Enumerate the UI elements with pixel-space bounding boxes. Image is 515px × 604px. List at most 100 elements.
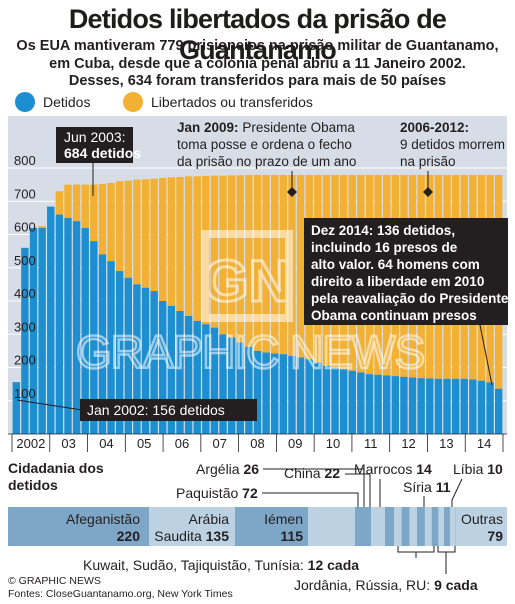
bar-detained: [236, 342, 244, 434]
bar-detained: [400, 376, 408, 434]
y-tick-label: 500: [14, 253, 36, 268]
annotation-dez-2014-box: [304, 218, 508, 325]
segment-saudi-name-line1: Arábia: [189, 511, 230, 527]
subtitle-line-1: Os EUA mantiveram 779 prisioneios na pri…: [16, 38, 499, 54]
bar-detained: [357, 372, 365, 434]
bar-released: [262, 174, 270, 353]
bar-detained: [81, 227, 89, 434]
annotation-jan-2002-leader: [16, 399, 83, 411]
segment-china: [371, 507, 385, 546]
bar-detained: [262, 352, 270, 434]
bar-detained: [331, 367, 339, 434]
bar-detained: [202, 324, 210, 434]
legend-released-label: Libertados ou transferidos: [151, 94, 313, 110]
bar-detained: [486, 382, 494, 434]
bar-detained: [64, 217, 72, 434]
subtitle-line-2: em Cuba, desde que a colónia penal abriu…: [49, 55, 466, 72]
bar-detained: [227, 337, 236, 434]
segment-others-name: Outras: [461, 511, 503, 527]
bar-detained: [279, 354, 288, 434]
bar-detained: [245, 346, 253, 434]
legend-detained-swatch: [15, 92, 35, 112]
annotation-dez-2014-leader: [479, 324, 493, 386]
annotation-jan-2009-marker: [287, 187, 297, 197]
bar-detained: [391, 376, 400, 434]
segment-small-country: [394, 507, 402, 546]
bar-released: [253, 174, 262, 351]
bar-released: [38, 226, 46, 228]
segment-small-country: [449, 507, 456, 546]
x-tick-label: 11: [364, 436, 378, 451]
bar-detained: [305, 359, 313, 434]
bar-detained: [90, 241, 98, 434]
bar-released: [81, 184, 89, 228]
annotation-jun-2003: Jun 2003: 684 detidos: [56, 127, 141, 196]
bar-released: [279, 174, 288, 355]
bar-released: [245, 174, 253, 347]
bar-released: [227, 175, 236, 338]
segment-yemen-name: Iémen: [264, 511, 303, 527]
bar-detained: [12, 382, 21, 434]
annotation-jan-2009-text1: Presidente Obama: [242, 120, 355, 135]
watermark-logo-letters: GN: [204, 249, 291, 314]
bar-released: [150, 178, 158, 292]
annotation-dez-2014-line4: direito a liberdade em 2010: [311, 274, 484, 289]
bar-detained: [443, 378, 451, 434]
annotation-2006-2012-line1: 9 detidos morrem: [400, 137, 505, 152]
bar-released: [98, 183, 107, 255]
bar-released: [193, 176, 201, 321]
bar-detained: [374, 374, 382, 434]
bar-detained: [38, 227, 46, 434]
x-tick-label: 03: [61, 436, 75, 451]
citizenship-title-line2: detidos: [8, 477, 58, 493]
bar-detained: [184, 315, 193, 434]
bar-detained: [365, 374, 374, 434]
annotation-dez-2014: Dez 2014: 136 detidos, incluindo 16 pres…: [304, 218, 509, 386]
note-brackets: [397, 546, 456, 574]
segment-others: [456, 507, 507, 546]
bar-detained: [107, 261, 115, 434]
subtitle: Os EUA mantiveram 779 prisioneios na pri…: [0, 38, 515, 91]
segment-algeria: [355, 507, 371, 546]
y-axis-labels: 100 200 300 400 500 600 700 800: [14, 153, 36, 401]
annotation-jan-2002-box: [80, 399, 257, 421]
bar-released: [219, 175, 227, 335]
x-tick-label: 10: [326, 436, 340, 451]
bar-detained: [133, 284, 141, 434]
annotation-dez-2014-line5: pela reavaliação do Presidente: [311, 291, 509, 306]
bar-detained: [176, 310, 184, 434]
bar-detained: [434, 378, 443, 434]
bar-detained: [460, 378, 468, 434]
callout-syria: Síria 11: [403, 479, 451, 495]
citizenship-section: Cidadania dos detidos Argélia 26 Paquist…: [8, 460, 507, 593]
annotation-jan-2009-line0: Jan 2009: Presidente Obama: [177, 120, 355, 135]
callout-pakistan: Paquistão 72: [176, 485, 258, 501]
y-tick-label: 300: [14, 319, 36, 334]
segment-small-country: [438, 507, 445, 546]
bar-detained: [159, 301, 167, 434]
segment-small-country: [401, 507, 410, 546]
annotation-dez-2014-line1: Dez 2014: 136 detidos,: [311, 223, 455, 238]
segment-morocco: [385, 507, 394, 546]
bar-released: [159, 177, 167, 301]
callout-china: China 22: [284, 465, 340, 481]
bar-detained: [271, 353, 279, 434]
bar-released: [296, 174, 305, 358]
y-tick-label: 200: [14, 353, 36, 368]
bar-detained: [417, 378, 425, 434]
x-axis: 2002 03 04 05 06 07 08 09 10 11 12 13 14: [8, 433, 507, 452]
bar-detained: [339, 369, 348, 434]
callout-leaders: [262, 468, 463, 507]
segment-small-country: [409, 507, 418, 546]
bar-released: [55, 191, 64, 215]
small-segments: [394, 507, 456, 546]
annotation-jan-2002-text: Jan 2002: 156 detidos: [87, 402, 225, 418]
y-tick-label: 800: [14, 153, 36, 168]
bar-detained: [124, 277, 132, 434]
annotation-2006-2012-date: 2006-2012:: [400, 120, 469, 135]
bar-detained: [115, 271, 124, 434]
bar-detained: [451, 378, 460, 434]
bar-released: [64, 184, 72, 218]
y-tick-label: 600: [14, 220, 36, 235]
